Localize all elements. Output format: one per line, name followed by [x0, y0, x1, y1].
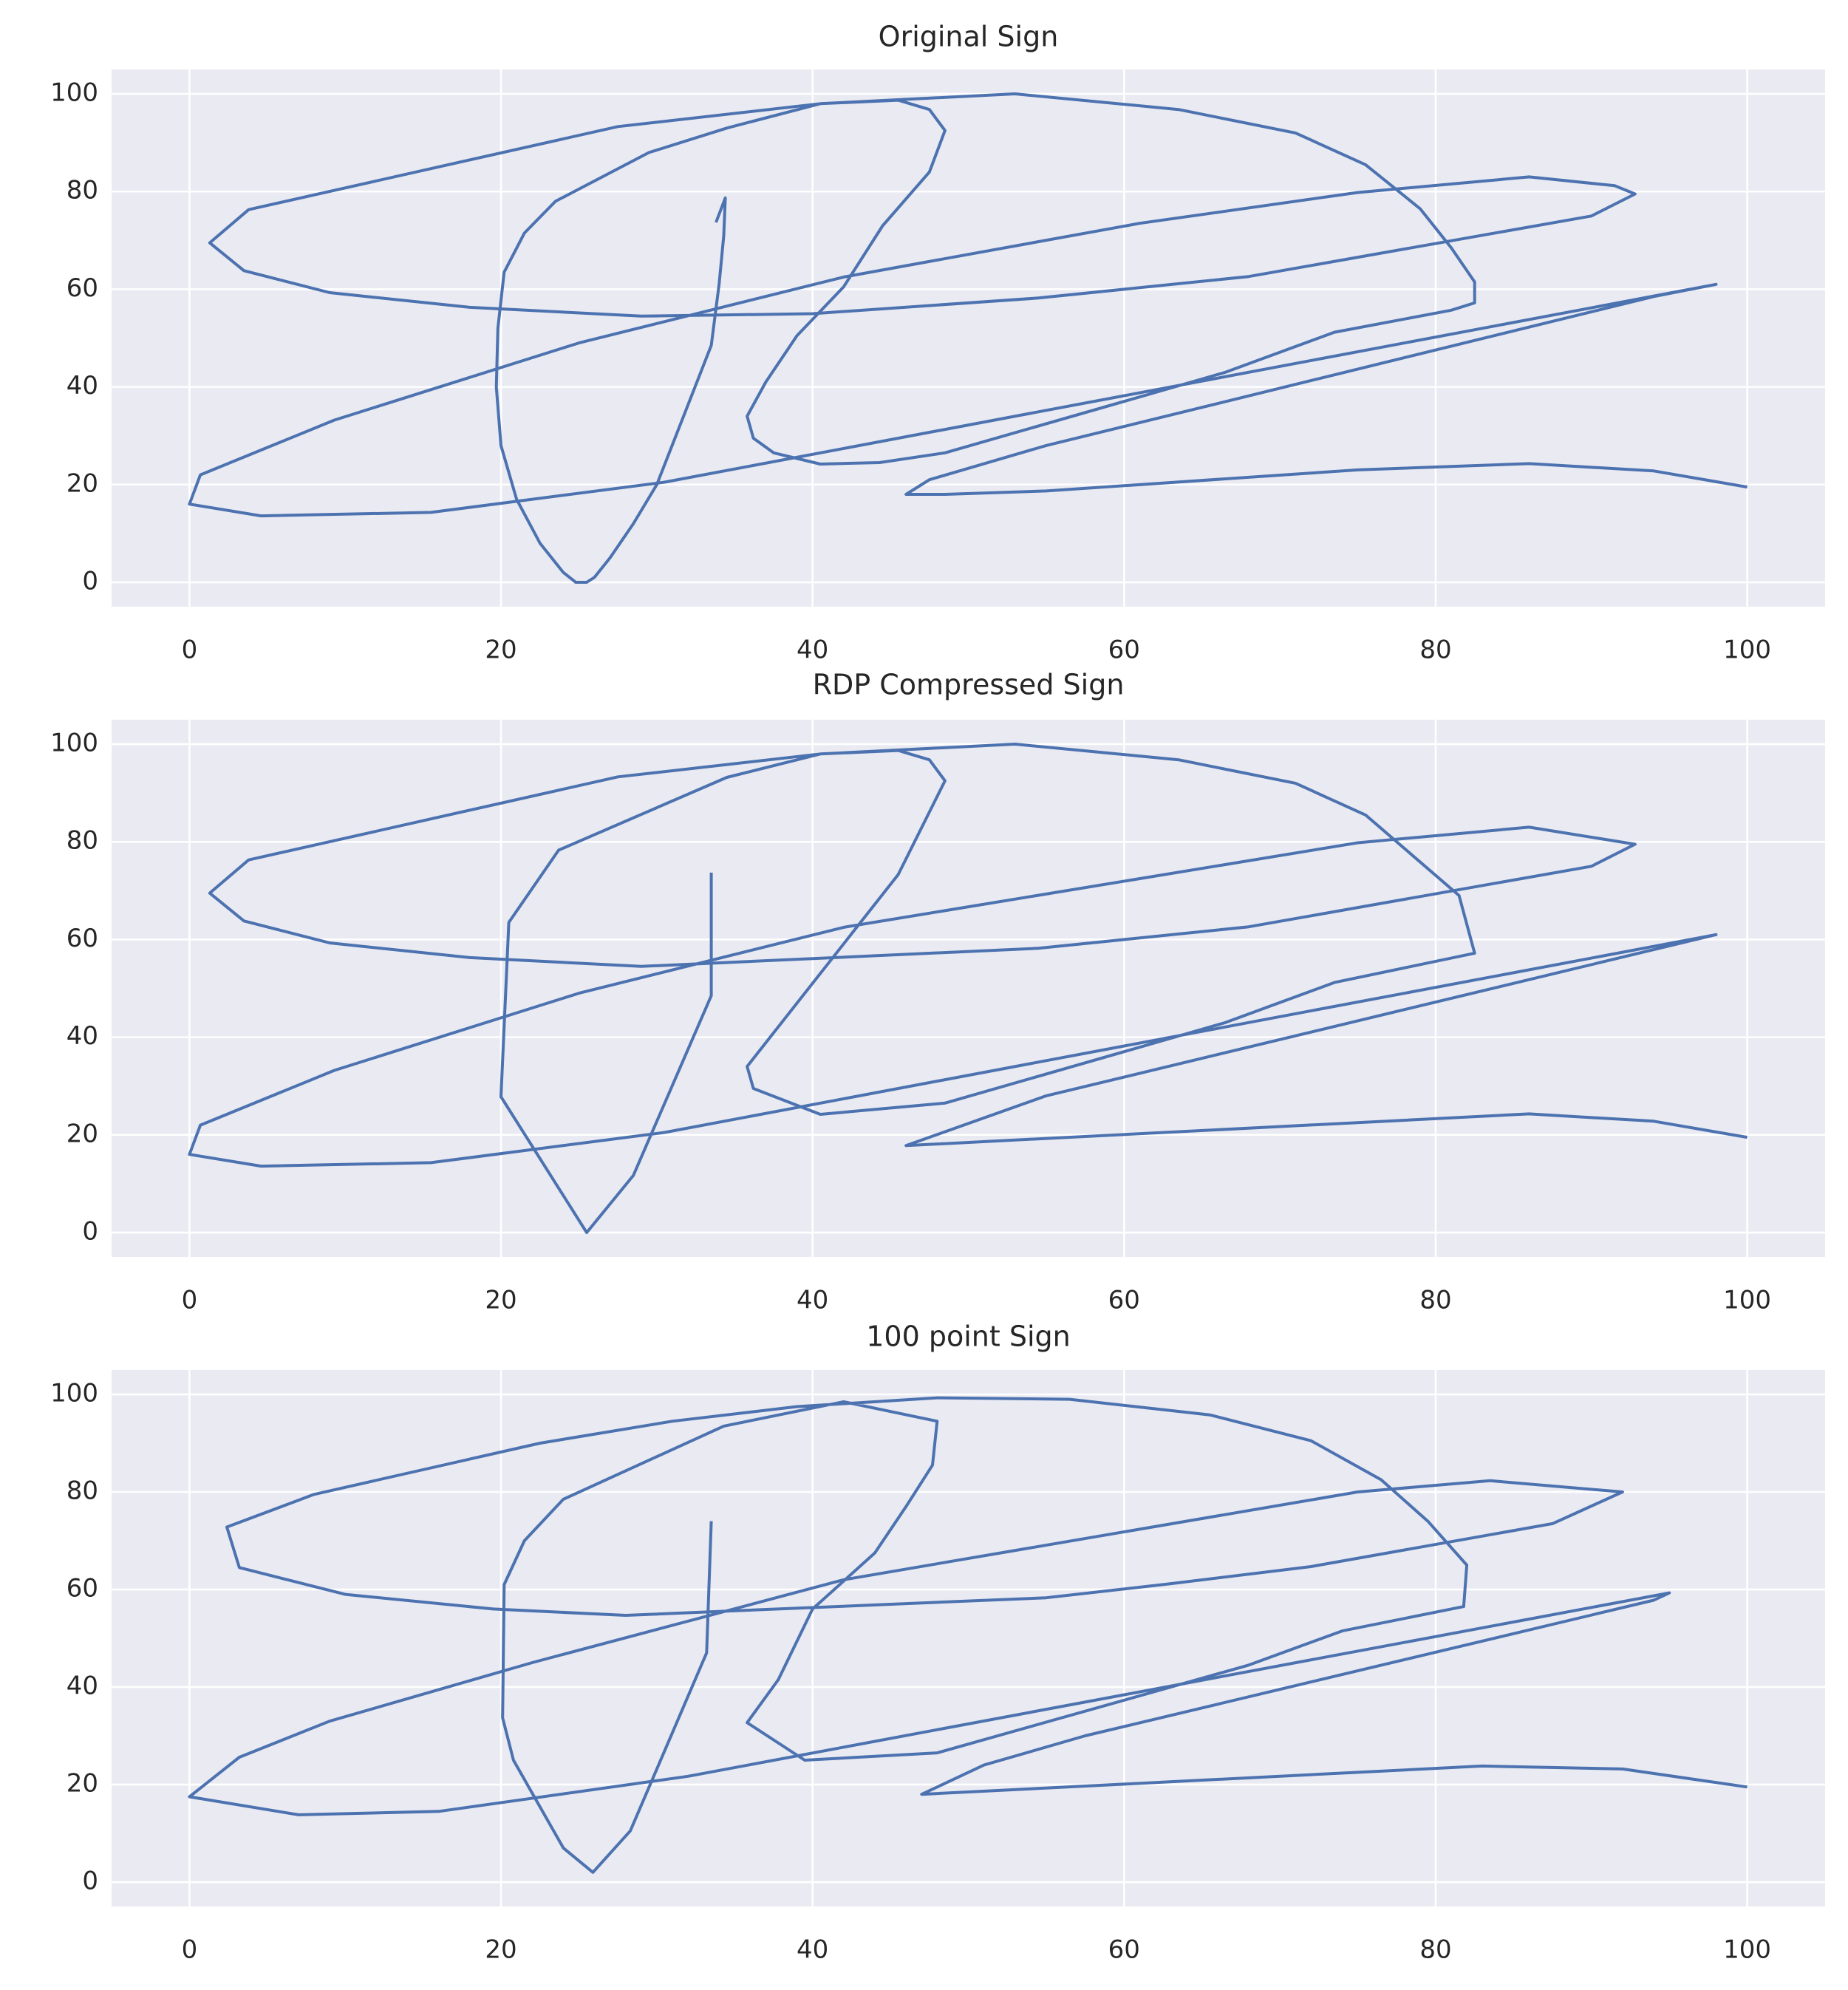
x-tick-label: 60	[1108, 1286, 1140, 1315]
y-tick-label: 20	[67, 468, 98, 498]
y-tick-label: 40	[67, 1021, 98, 1051]
x-tick-label: 0	[182, 1935, 198, 1965]
y-tick-label: 40	[67, 371, 98, 401]
y-tick-label: 100	[50, 78, 98, 108]
x-tick-label: 20	[485, 1935, 516, 1965]
y-tick-label: 80	[67, 176, 98, 205]
x-tick-label: 40	[797, 635, 828, 665]
y-tick-label: 60	[67, 1574, 98, 1604]
chart-title: Original Sign	[879, 21, 1059, 53]
y-tick-label: 80	[67, 1476, 98, 1506]
x-tick-label: 100	[1723, 1935, 1771, 1965]
x-tick-label: 80	[1419, 1286, 1451, 1315]
data-line	[188, 743, 1748, 1234]
y-tick-label: 60	[67, 273, 98, 303]
y-tick-label: 0	[82, 566, 98, 596]
chart-title: RDP Compressed Sign	[813, 669, 1125, 701]
data-line	[188, 92, 1748, 584]
y-tick-label: 100	[50, 1379, 98, 1408]
x-tick-label: 60	[1108, 635, 1140, 665]
x-tick-label: 40	[797, 1286, 828, 1315]
x-tick-label: 20	[485, 635, 516, 665]
y-tick-label: 0	[82, 1216, 98, 1246]
y-tick-label: 60	[67, 924, 98, 953]
y-tick-label: 40	[67, 1672, 98, 1701]
plot-area	[112, 1370, 1825, 1906]
x-tick-label: 80	[1419, 1935, 1451, 1965]
data-line	[188, 1396, 1748, 1874]
x-tick-label: 0	[182, 1286, 198, 1315]
x-tick-label: 100	[1723, 1286, 1771, 1315]
x-tick-label: 80	[1419, 635, 1451, 665]
x-tick-label: 100	[1723, 635, 1771, 665]
y-tick-label: 0	[82, 1867, 98, 1896]
x-tick-label: 40	[797, 1935, 828, 1965]
y-tick-label: 20	[67, 1119, 98, 1148]
x-tick-label: 20	[485, 1286, 516, 1315]
y-tick-label: 100	[50, 729, 98, 758]
y-tick-label: 80	[67, 826, 98, 856]
x-tick-label: 0	[182, 635, 198, 665]
plot-area	[112, 69, 1825, 607]
chart-title: 100 point Sign	[866, 1321, 1070, 1353]
y-tick-label: 20	[67, 1769, 98, 1799]
plot-area	[112, 720, 1825, 1257]
x-tick-label: 60	[1108, 1935, 1140, 1965]
